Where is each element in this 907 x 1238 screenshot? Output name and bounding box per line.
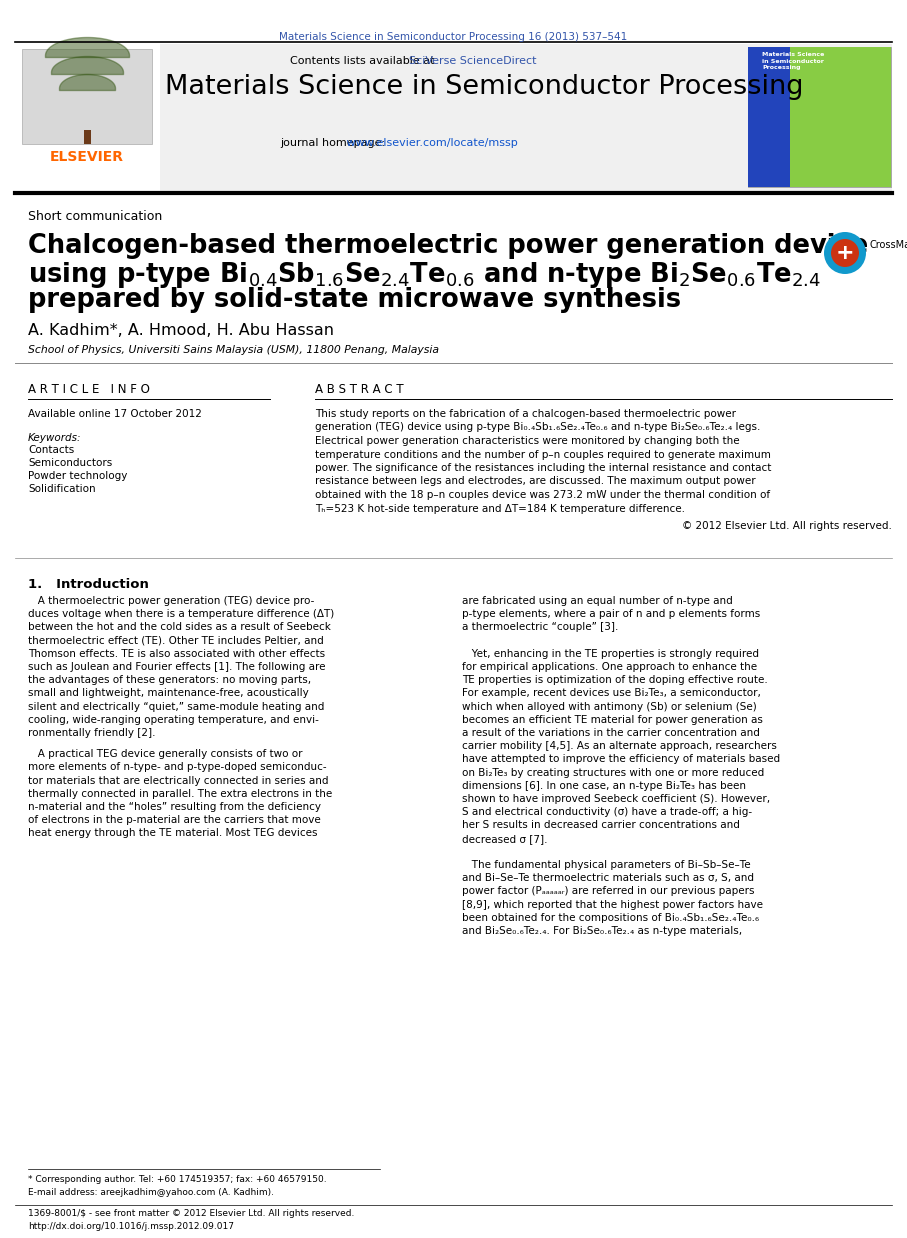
Text: small and lightweight, maintenance-free, acoustically: small and lightweight, maintenance-free,… [28,688,308,698]
Text: [8,9], which reported that the highest power factors have: [8,9], which reported that the highest p… [462,900,763,910]
Circle shape [824,232,866,274]
Text: +: + [835,243,854,262]
Bar [22,50,152,144]
Text: and Bi₂Se₀.₆Te₂.₄. For Bi₂Se₀.₆Te₂.₄ as n-type materials,: and Bi₂Se₀.₆Te₂.₄. For Bi₂Se₀.₆Te₂.₄ as … [462,926,742,936]
Text: between the hot and the cold sides as a result of Seebeck: between the hot and the cold sides as a … [28,623,331,633]
Circle shape [831,239,859,267]
Text: School of Physics, Universiti Sains Malaysia (USM), 11800 Penang, Malaysia: School of Physics, Universiti Sains Mala… [28,345,439,355]
Text: journal homepage:: journal homepage: [280,137,388,149]
Text: http://dx.doi.org/10.1016/j.mssp.2012.09.017: http://dx.doi.org/10.1016/j.mssp.2012.09… [28,1222,234,1231]
Text: shown to have improved Seebeck coefficient (S). However,: shown to have improved Seebeck coefficie… [462,794,770,803]
Text: SciVerse ScienceDirect: SciVerse ScienceDirect [290,56,537,66]
Text: * Corresponding author. Tel: +60 174519357; fax: +60 46579150.: * Corresponding author. Tel: +60 1745193… [28,1175,327,1184]
Text: www.elsevier.com/locate/mssp: www.elsevier.com/locate/mssp [280,137,518,149]
Bar [15,45,160,192]
Text: her S results in decreased carrier concentrations and: her S results in decreased carrier conce… [462,821,740,831]
Text: The fundamental physical parameters of Bi–Sb–Se–Te: The fundamental physical parameters of B… [462,860,751,870]
Text: duces voltage when there is a temperature difference (ΔT): duces voltage when there is a temperatur… [28,609,335,619]
Text: 1369-8001/$ - see front matter © 2012 Elsevier Ltd. All rights reserved.: 1369-8001/$ - see front matter © 2012 El… [28,1210,355,1218]
Text: and Bi–Se–Te thermoelectric materials such as σ, S, and: and Bi–Se–Te thermoelectric materials su… [462,873,754,883]
Text: dimensions [6]. In one case, an n-type Bi₂Te₃ has been: dimensions [6]. In one case, an n-type B… [462,781,746,791]
Text: Contents lists available at: Contents lists available at [290,56,438,66]
Bar [84,130,91,144]
Text: prepared by solid-state microwave synthesis: prepared by solid-state microwave synthe… [28,287,681,313]
Text: Thomson effects. TE is also associated with other effects: Thomson effects. TE is also associated w… [28,649,325,659]
Text: tor materials that are electrically connected in series and: tor materials that are electrically conn… [28,775,328,786]
Text: Contacts: Contacts [28,444,74,456]
Text: CrossMark: CrossMark [870,240,907,250]
Text: a thermoelectric “couple” [3].: a thermoelectric “couple” [3]. [462,623,619,633]
Text: Keywords:: Keywords: [28,433,82,443]
Text: A practical TEG device generally consists of two or: A practical TEG device generally consist… [28,749,303,759]
Text: more elements of n-type- and p-type-doped semiconduc-: more elements of n-type- and p-type-dope… [28,763,327,773]
Text: A thermoelectric power generation (TEG) device pro-: A thermoelectric power generation (TEG) … [28,595,315,605]
Text: n-material and the “holes” resulting from the deficiency: n-material and the “holes” resulting fro… [28,802,321,812]
Text: A B S T R A C T: A B S T R A C T [315,383,404,396]
Text: such as Joulean and Fourier effects [1]. The following are: such as Joulean and Fourier effects [1].… [28,662,326,672]
Text: decreased σ [7].: decreased σ [7]. [462,833,548,843]
Text: becomes an efficient TE material for power generation as: becomes an efficient TE material for pow… [462,714,763,724]
Text: have attempted to improve the efficiency of materials based: have attempted to improve the efficiency… [462,754,780,764]
Text: 1.   Introduction: 1. Introduction [28,578,149,591]
Text: resistance between legs and electrodes, are discussed. The maximum output power: resistance between legs and electrodes, … [315,477,756,487]
Text: power. The significance of the resistances including the internal resistance and: power. The significance of the resistanc… [315,463,771,473]
Bar [748,47,790,187]
Text: generation (TEG) device using p-type Bi₀.₄Sb₁.₆Se₂.₄Te₀.₆ and n-type Bi₂Se₀.₆Te₂: generation (TEG) device using p-type Bi₀… [315,422,760,432]
Text: of electrons in the p-material are the carriers that move: of electrons in the p-material are the c… [28,815,321,826]
Bar [15,45,892,192]
Text: Available online 17 October 2012: Available online 17 October 2012 [28,409,202,418]
Text: Chalcogen-based thermoelectric power generation device: Chalcogen-based thermoelectric power gen… [28,233,868,259]
Text: power factor (Pₐₐₐₐₐᵣ) are referred in our previous papers: power factor (Pₐₐₐₐₐᵣ) are referred in o… [462,886,755,896]
Text: temperature conditions and the number of p–n couples required to generate maximu: temperature conditions and the number of… [315,449,771,459]
Text: a result of the variations in the carrier concentration and: a result of the variations in the carrie… [462,728,760,738]
Text: are fabricated using an equal number of n-type and: are fabricated using an equal number of … [462,595,733,605]
Text: Electrical power generation characteristics were monitored by changing both the: Electrical power generation characterist… [315,436,739,446]
Text: For example, recent devices use Bi₂Te₃, a semiconductor,: For example, recent devices use Bi₂Te₃, … [462,688,761,698]
Text: Yet, enhancing in the TE properties is strongly required: Yet, enhancing in the TE properties is s… [462,649,759,659]
Text: cooling, wide-ranging operating temperature, and envi-: cooling, wide-ranging operating temperat… [28,714,319,724]
Text: silent and electrically “quiet,” same-module heating and: silent and electrically “quiet,” same-mo… [28,702,325,712]
Text: p-type elements, where a pair of n and p elements forms: p-type elements, where a pair of n and p… [462,609,760,619]
Text: which when alloyed with antimony (Sb) or selenium (Se): which when alloyed with antimony (Sb) or… [462,702,756,712]
Text: Materials Science
in Semiconductor
Processing: Materials Science in Semiconductor Proce… [762,52,824,71]
Text: Materials Science in Semiconductor Processing 16 (2013) 537–541: Materials Science in Semiconductor Proce… [278,32,627,42]
Text: A. Kadhim*, A. Hmood, H. Abu Hassan: A. Kadhim*, A. Hmood, H. Abu Hassan [28,323,334,338]
Text: A R T I C L E   I N F O: A R T I C L E I N F O [28,383,150,396]
Text: E-mail address: areejkadhim@yahoo.com (A. Kadhim).: E-mail address: areejkadhim@yahoo.com (A… [28,1188,274,1197]
Text: been obtained for the compositions of Bi₀.₄Sb₁.₆Se₂.₄Te₀.₆: been obtained for the compositions of Bi… [462,912,759,922]
Text: S and electrical conductivity (σ) have a trade-off; a hig-: S and electrical conductivity (σ) have a… [462,807,752,817]
Text: © 2012 Elsevier Ltd. All rights reserved.: © 2012 Elsevier Ltd. All rights reserved… [682,521,892,531]
Text: ELSEVIER: ELSEVIER [50,150,124,163]
Text: obtained with the 18 p–n couples device was 273.2 mW under the thermal condition: obtained with the 18 p–n couples device … [315,490,770,500]
Bar [748,47,891,187]
Text: This study reports on the fabrication of a chalcogen-based thermoelectric power: This study reports on the fabrication of… [315,409,736,418]
Text: Solidification: Solidification [28,484,95,494]
Text: the advantages of these generators: no moving parts,: the advantages of these generators: no m… [28,675,311,685]
Text: using p-type Bi$_{0.4}$Sb$_{1.6}$Se$_{2.4}$Te$_{0.6}$ and n-type Bi$_{2}$Se$_{0.: using p-type Bi$_{0.4}$Sb$_{1.6}$Se$_{2.… [28,260,821,290]
Text: Semiconductors: Semiconductors [28,458,112,468]
Text: for empirical applications. One approach to enhance the: for empirical applications. One approach… [462,662,757,672]
Text: Tₕ=523 K hot-side temperature and ΔT=184 K temperature difference.: Tₕ=523 K hot-side temperature and ΔT=184… [315,504,685,514]
Text: Powder technology: Powder technology [28,470,127,482]
Text: thermoelectric effect (TE). Other TE includes Peltier, and: thermoelectric effect (TE). Other TE inc… [28,635,324,645]
Text: TE properties is optimization of the doping effective route.: TE properties is optimization of the dop… [462,675,767,685]
Text: Materials Science in Semiconductor Processing: Materials Science in Semiconductor Proce… [165,74,804,100]
Text: heat energy through the TE material. Most TEG devices: heat energy through the TE material. Mos… [28,828,317,838]
Bar [790,47,891,187]
Text: carrier mobility [4,5]. As an alternate approach, researchers: carrier mobility [4,5]. As an alternate … [462,742,777,751]
Text: on Bi₂Te₃ by creating structures with one or more reduced: on Bi₂Te₃ by creating structures with on… [462,768,765,777]
Text: Short communication: Short communication [28,210,162,223]
Text: thermally connected in parallel. The extra electrons in the: thermally connected in parallel. The ext… [28,789,332,799]
Text: ronmentally friendly [2].: ronmentally friendly [2]. [28,728,155,738]
